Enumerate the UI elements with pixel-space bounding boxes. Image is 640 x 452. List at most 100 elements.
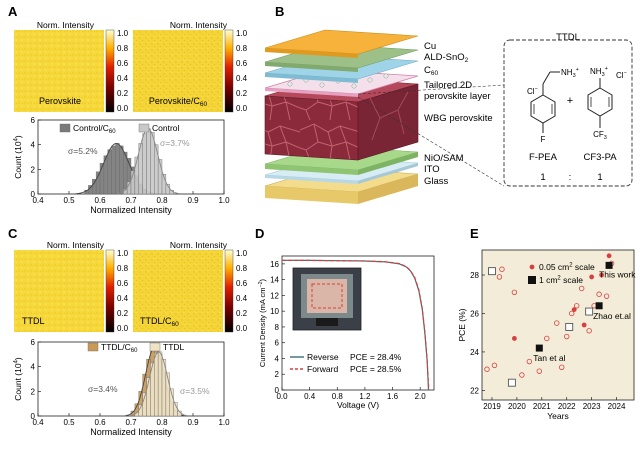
cbar-tick: 0.6 (236, 279, 248, 288)
layer-labels: Cu ALD-SnO2 C60 Tailored 2D perovskite l… (424, 41, 493, 187)
cbar-tick: 0.4 (236, 294, 248, 303)
y-tick-label: 0 (31, 412, 36, 421)
jv-curve-forward (281, 259, 430, 391)
f-pea-name: F-PEA (529, 152, 558, 163)
x-tick-label: 2020 (508, 402, 526, 411)
cbar-tick: 0.6 (117, 279, 129, 288)
f-pea-ammonium: NH3+ (561, 67, 579, 79)
label-glass: Glass (424, 176, 449, 187)
x-tick-label: 2022 (558, 402, 576, 411)
panel-d: D 0.0 0.4 0.8 1.2 1.6 2.0 0 2 4 6 8 10 12 14 16 Voltage… (255, 226, 435, 410)
x-tick-label: 0.9 (187, 196, 199, 205)
point-filled-square (605, 261, 613, 269)
map-caption-ttdl: TTDL (22, 316, 45, 326)
point-open-circle (554, 320, 560, 326)
layer-glass-front (265, 186, 358, 204)
x-tick-label: 1.2 (359, 392, 371, 401)
layer-glass-side (358, 174, 418, 204)
annot-pce-reverse: PCE = 28.4% (350, 352, 402, 362)
layer-ito-side (358, 163, 418, 184)
x-tick-label: 0.5 (63, 418, 75, 427)
layer-niosam-side (358, 152, 418, 175)
f-pea-halide: Cl− (527, 86, 538, 96)
histogram-c: 0.4 0.5 0.6 0.7 0.8 0.9 1.0 0 2 4 6 Normalized Inte… (13, 338, 230, 437)
point-filled-square (595, 302, 603, 310)
y-tick-label: 10 (270, 307, 279, 316)
legend-label: TTDL (163, 342, 185, 352)
point-open-circle (511, 289, 518, 296)
x-tick-label: 0.4 (32, 196, 44, 205)
hist-bar (146, 128, 151, 195)
device-photo-base (316, 318, 338, 326)
cbar-title-c-right: Norm. Intensity (170, 240, 228, 250)
cf3-pa-ammonium: NH3+ (590, 66, 608, 78)
y-tick-label: 4 (31, 363, 36, 372)
x-tick-label: 2.0 (415, 392, 427, 401)
colorbar-c-right (224, 249, 234, 333)
layer-ito-front (265, 175, 358, 184)
legend-marker-small (529, 264, 535, 270)
map-caption-perovskite-c60: Perovskite/C60 (149, 96, 208, 108)
y-tick-label: 26 (470, 309, 479, 318)
y-tick-label: 2 (31, 165, 36, 174)
cbar-tick: 0.4 (236, 74, 248, 83)
colorbar-c-left (105, 249, 115, 333)
y-tick-label: 0 (31, 190, 36, 199)
layer-wbg-front (264, 95, 359, 161)
y-axis-label: Current Density (mA cm−2) (258, 278, 267, 367)
x-axis-label: Years (547, 411, 568, 421)
x-tick-label: 0.8 (156, 418, 168, 427)
panel-a: A Perovskite Norm. Intensity 1.0 0.8 0.6… (8, 4, 248, 215)
layer-cu-front (265, 48, 358, 58)
cf3-pa-name: CF3-PA (583, 152, 617, 163)
cbar-tick: 1.0 (117, 249, 129, 258)
panel-c-letter: C (8, 226, 18, 241)
plot-frame (281, 255, 435, 391)
panel-e: E 2019 2020 2021 2022 2023 2024 22 24 26 28 Years P… (457, 226, 636, 421)
ttdl-box: TTDL NH3+ Cl− F F-PEA + (503, 32, 633, 187)
x-tick-label: 0.6 (94, 196, 106, 205)
colorbar-a-left (105, 29, 115, 113)
map-caption-ttdl-c60: TTDL/C60 (140, 316, 179, 328)
x-tick-label: 2023 (583, 402, 601, 411)
cbar-tick: 0.0 (117, 324, 129, 333)
sigma-label: σ=3.5% (180, 386, 210, 396)
point-open-square (585, 307, 594, 316)
legend-swatch (87, 342, 99, 352)
panel-d-letter: D (255, 226, 264, 241)
x-axis-label: Normalized Intensity (90, 427, 172, 437)
point-open-circle (569, 310, 575, 317)
x-tick-label: 2019 (483, 402, 501, 411)
cbar-tick: 0.2 (236, 89, 248, 98)
y-tick-label: 6 (31, 116, 36, 125)
jv-legend: Reverse PCE = 28.4% Forward PCE = 28.5% (290, 352, 402, 374)
hist-bar (115, 143, 120, 195)
y-axis-label: Count (104) (13, 135, 23, 179)
x-tick-label: 0.6 (94, 418, 106, 427)
legend-swatch (138, 123, 150, 133)
point-open-circle (499, 266, 505, 272)
panel-c: C TTDL Norm. Intensity 1.0 0.8 0.6 0.4 0… (8, 226, 248, 437)
x-axis-label: Voltage (V) (337, 400, 379, 410)
legend-label: Control (152, 123, 180, 133)
label-2d-line1: Tailored 2D (424, 80, 472, 91)
point-open-circle (484, 366, 490, 372)
label-niosam: NiO/SAM (424, 153, 464, 164)
ttdl-dashed-box (503, 39, 633, 187)
cbar-tick: 0.2 (117, 89, 129, 98)
y-tick-label: 8 (275, 323, 280, 332)
x-tick-label: 0.8 (332, 392, 344, 401)
cbar-ticks-a-right: 1.0 0.8 0.6 0.4 0.2 0.0 (236, 29, 248, 113)
device-photo-cell (307, 279, 347, 313)
y-tick-label: 16 (270, 260, 279, 269)
panel-b: B (264, 4, 633, 204)
label-ito: ITO (424, 164, 440, 175)
y-tick-label: 28 (470, 271, 479, 280)
cf3-pa-substituent: CF3 (593, 130, 607, 141)
ratio-left: 1 (540, 172, 545, 183)
cbar-tick: 1.0 (236, 249, 248, 258)
y-tick-label: 12 (270, 291, 279, 300)
hist-bar (119, 145, 124, 195)
hist-bar (157, 351, 163, 417)
